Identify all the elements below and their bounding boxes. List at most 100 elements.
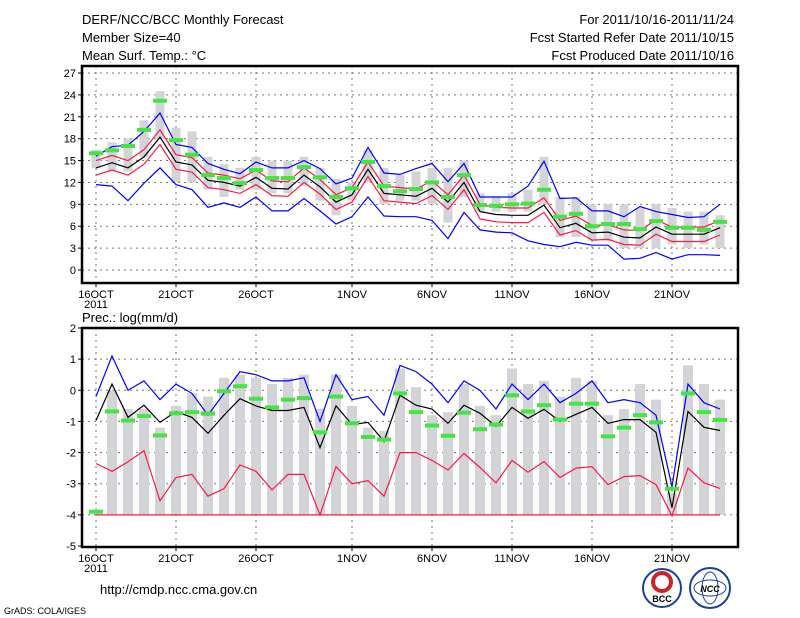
x-tick-label: 1NOV [337, 553, 368, 565]
y-tick-label: 1 [70, 354, 76, 366]
ensemble-range-bar [667, 493, 677, 515]
observed-marker [489, 203, 503, 208]
observed-marker [105, 148, 119, 153]
observed-marker [457, 173, 471, 178]
ensemble-range-bar [587, 380, 597, 515]
y-tick-label: -4 [66, 510, 76, 522]
ensemble-range-bar [251, 377, 261, 515]
ensemble-range-bar [299, 156, 309, 187]
ensemble-range-bar [475, 193, 485, 212]
ensemble-range-bar [715, 399, 725, 515]
plot-frame [80, 326, 740, 549]
x-year-label: 2011 [84, 563, 108, 575]
ensemble-range-bar [219, 164, 229, 198]
x-tick-label: 21NOV [654, 289, 691, 301]
observed-marker [521, 409, 535, 414]
observed-marker [473, 427, 487, 432]
observed-marker [233, 181, 247, 186]
ensemble-range-bar [587, 204, 597, 241]
ensemble-range-bar [571, 197, 581, 238]
observed-marker [713, 219, 727, 224]
ensemble-range-bar [651, 204, 661, 249]
x-tick-label: 26OCT [238, 553, 274, 565]
fcst-started-date: Fcst Started Refer Date 2011/10/15 [530, 30, 734, 45]
series-line-lower [95, 143, 721, 246]
observed-marker [137, 127, 151, 132]
bcc-logo: BCC [642, 568, 682, 608]
ensemble-range-bar [187, 393, 197, 515]
ensemble-range-bar [459, 160, 469, 198]
ensemble-range-bar [267, 384, 277, 515]
y-tick-label: 3 [70, 243, 76, 255]
observed-marker [697, 227, 711, 232]
plot-frame [80, 64, 740, 285]
source-url[interactable]: http://cmdp.ncc.cma.gov.cn [100, 582, 257, 597]
observed-marker [457, 410, 471, 415]
observed-marker [345, 186, 359, 191]
y-tick-label: 6 [70, 221, 76, 233]
temperature-panel: 0 3 6 9 12 15 18 21 24 27 16OCT 21OCT 26OCT 1NOV 6NOV 1… [64, 64, 740, 311]
ensemble-range-bar [363, 149, 373, 183]
ensemble-range-bar [107, 142, 117, 172]
ensemble-range-bar [187, 131, 197, 183]
precipitation-panel: -5 -4 -3 -2 -1 0 1 2 16OCT 21OCT 26OCT 1NOV 6NOV 11NO… [66, 323, 740, 575]
series-line-max [95, 354, 721, 487]
observed-marker [521, 201, 535, 206]
y-tick-label: -5 [66, 541, 76, 553]
ensemble-range-bar [155, 91, 165, 139]
observed-marker [185, 410, 199, 415]
ensemble-range-bar [123, 138, 133, 172]
observed-marker [105, 409, 119, 414]
series-line-min [95, 167, 721, 260]
observed-marker [185, 152, 199, 157]
series-line-mean [95, 382, 721, 508]
observed-marker [505, 393, 519, 398]
observed-marker [617, 425, 631, 430]
observed-marker [393, 391, 407, 396]
y-tick-label: -1 [66, 416, 76, 428]
ensemble-range-bar [363, 427, 373, 515]
observed-marker [217, 176, 231, 181]
x-tick-label: 16NOV [574, 289, 611, 301]
ensemble-range-bar [203, 396, 213, 515]
y-tick-label: -2 [66, 448, 76, 460]
figure-title: DERF/NCC/BCC Monthly Forecast [82, 12, 284, 27]
y-tick-label: 9 [70, 199, 76, 211]
ensemble-range-bar [523, 384, 533, 515]
x-tick-label: 1NOV [337, 289, 368, 301]
precip-panel-title: Prec.: log(mm/d) [82, 310, 178, 325]
observed-marker [473, 203, 487, 208]
observed-marker [585, 401, 599, 406]
ensemble-range-bar [427, 415, 437, 515]
observed-marker [201, 173, 215, 178]
observed-marker [169, 411, 183, 416]
member-size: Member Size=40 [82, 30, 181, 45]
y-tick-label: 2 [70, 323, 76, 335]
observed-marker [169, 138, 183, 143]
x-tick-label: 6NOV [417, 289, 448, 301]
ensemble-range-bar [347, 182, 357, 201]
x-tick-label: 11NOV [494, 553, 530, 565]
observed-marker [601, 434, 615, 439]
y-tick-label: 0 [70, 385, 76, 397]
observed-marker [489, 422, 503, 427]
ensemble-range-bar [379, 430, 389, 515]
observed-marker [425, 423, 439, 428]
observed-marker [297, 396, 311, 401]
observed-marker [681, 391, 695, 396]
x-tick-label: 16OCT [78, 289, 114, 301]
observed-marker [217, 389, 231, 394]
ensemble-range-bar [411, 387, 421, 515]
observed-marker [201, 411, 215, 416]
observed-marker [553, 214, 567, 219]
observed-marker [249, 396, 263, 401]
ensemble-range-bar [139, 120, 149, 157]
ensemble-range-bar [395, 368, 405, 515]
observed-marker [649, 420, 663, 425]
observed-marker [633, 413, 647, 418]
y-tick-label: 12 [64, 177, 76, 189]
ensemble-range-bar [331, 374, 341, 515]
series-line-lower [95, 449, 721, 518]
observed-marker [377, 437, 391, 442]
y-tick-label: 27 [64, 68, 76, 80]
